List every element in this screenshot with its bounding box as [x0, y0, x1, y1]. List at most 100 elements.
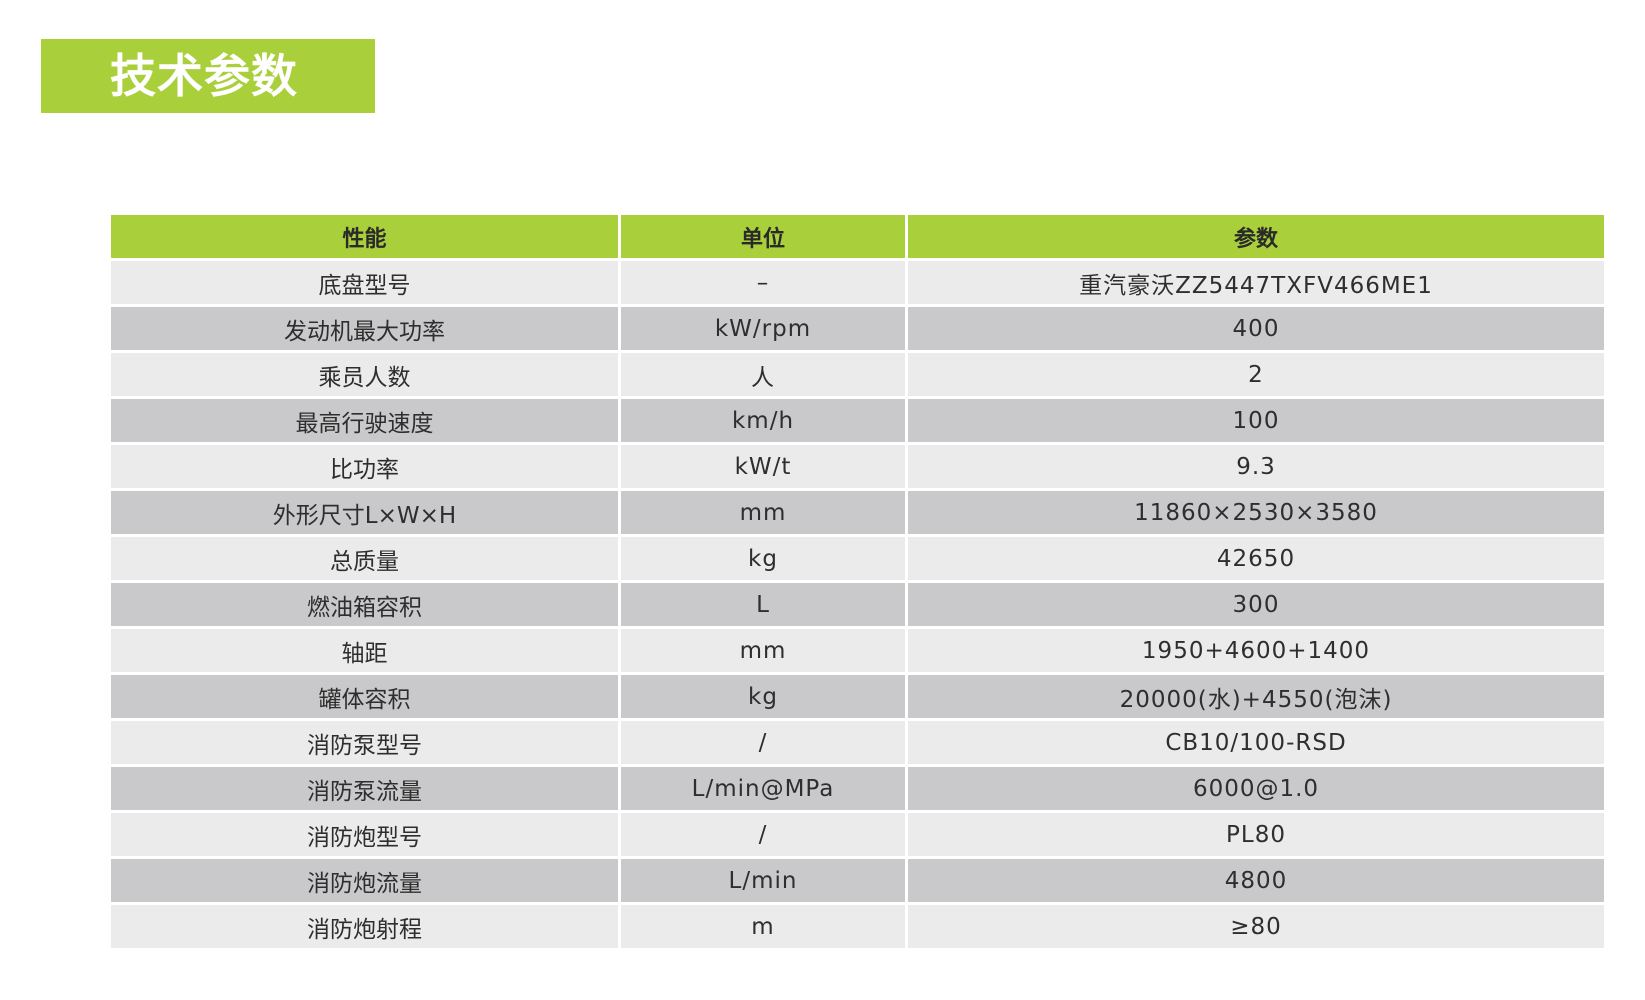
cell-unit: mm — [621, 629, 905, 672]
cell-text: 总质量 — [330, 548, 399, 575]
cell-text: 42650 — [1216, 545, 1296, 572]
cell-text: 20000(水)+4550(泡沫) — [1119, 686, 1393, 713]
cell-text: PL80 — [1226, 821, 1286, 848]
header-parameter: 参数 — [908, 215, 1604, 258]
cell-parameter: 1950+4600+1400 — [908, 629, 1604, 672]
section-title-banner: 技术参数 — [41, 39, 375, 113]
table-header-row: 性能 单位 参数 — [111, 215, 1604, 258]
table-row: 总质量 kg 42650 — [111, 537, 1604, 580]
table-row: 最高行驶速度 km/h 100 — [111, 399, 1604, 442]
cell-text: 比功率 — [330, 456, 399, 483]
table-row: 消防炮射程 m ≥80 — [111, 905, 1604, 948]
table-row: 消防泵型号 / CB10/100-RSD — [111, 721, 1604, 764]
cell-performance: 消防泵流量 — [111, 767, 618, 810]
cell-unit: mm — [621, 491, 905, 534]
cell-text: 9.3 — [1236, 453, 1276, 480]
cell-unit: / — [621, 813, 905, 856]
cell-text: mm — [739, 637, 787, 664]
cell-unit: L/min@MPa — [621, 767, 905, 810]
table-row: 底盘型号 – 重汽豪沃ZZ5447TXFV466ME1 — [111, 261, 1604, 304]
cell-performance: 发动机最大功率 — [111, 307, 618, 350]
cell-text: 11860×2530×3580 — [1134, 499, 1378, 526]
cell-text: / — [758, 729, 768, 756]
cell-text: 300 — [1232, 591, 1280, 618]
cell-parameter: 11860×2530×3580 — [908, 491, 1604, 534]
cell-unit: kg — [621, 537, 905, 580]
cell-parameter: 100 — [908, 399, 1604, 442]
table-row: 燃油箱容积 L 300 — [111, 583, 1604, 626]
cell-text: 底盘型号 — [318, 272, 411, 299]
cell-text: 发动机最大功率 — [284, 318, 445, 345]
section-title: 技术参数 — [110, 49, 298, 103]
cell-parameter: 42650 — [908, 537, 1604, 580]
cell-parameter: 20000(水)+4550(泡沫) — [908, 675, 1604, 718]
cell-text: 最高行驶速度 — [295, 410, 434, 437]
cell-unit: kg — [621, 675, 905, 718]
cell-unit: kW/rpm — [621, 307, 905, 350]
cell-performance: 乘员人数 — [111, 353, 618, 396]
cell-text: 消防泵流量 — [307, 778, 422, 805]
cell-unit: km/h — [621, 399, 905, 442]
cell-text: L/min — [728, 867, 798, 894]
cell-unit: kW/t — [621, 445, 905, 488]
cell-unit: / — [621, 721, 905, 764]
cell-parameter: 6000@1.0 — [908, 767, 1604, 810]
cell-text: 消防炮射程 — [307, 916, 422, 943]
cell-performance: 消防炮射程 — [111, 905, 618, 948]
cell-unit: L — [621, 583, 905, 626]
cell-text: 罐体容积 — [318, 686, 411, 713]
cell-parameter: 2 — [908, 353, 1604, 396]
cell-text: ≥80 — [1230, 913, 1282, 940]
table-row: 消防泵流量 L/min@MPa 6000@1.0 — [111, 767, 1604, 810]
cell-text: km/h — [731, 407, 795, 434]
cell-text: 外形尺寸L×W×H — [272, 502, 457, 529]
cell-text: / — [758, 821, 768, 848]
cell-text: L/min@MPa — [691, 775, 835, 802]
cell-text: 4800 — [1224, 867, 1288, 894]
table-row: 罐体容积 kg 20000(水)+4550(泡沫) — [111, 675, 1604, 718]
cell-parameter: 重汽豪沃ZZ5447TXFV466ME1 — [908, 261, 1604, 304]
cell-performance: 燃油箱容积 — [111, 583, 618, 626]
cell-performance: 罐体容积 — [111, 675, 618, 718]
cell-performance: 消防泵型号 — [111, 721, 618, 764]
cell-text: mm — [739, 499, 787, 526]
cell-performance: 总质量 — [111, 537, 618, 580]
cell-text: m — [751, 913, 775, 940]
table-row: 比功率 kW/t 9.3 — [111, 445, 1604, 488]
cell-unit: m — [621, 905, 905, 948]
cell-text: 2 — [1248, 361, 1264, 388]
cell-parameter: PL80 — [908, 813, 1604, 856]
cell-performance: 最高行驶速度 — [111, 399, 618, 442]
cell-text: 重汽豪沃ZZ5447TXFV466ME1 — [1079, 272, 1433, 299]
table-row: 消防炮型号 / PL80 — [111, 813, 1604, 856]
cell-text: CB10/100-RSD — [1165, 729, 1347, 756]
cell-text: kg — [748, 683, 778, 710]
table-row: 消防炮流量 L/min 4800 — [111, 859, 1604, 902]
cell-performance: 消防炮流量 — [111, 859, 618, 902]
header-performance: 性能 — [111, 215, 618, 258]
cell-text: 消防泵型号 — [307, 732, 422, 759]
spec-table: 性能 单位 参数 底盘型号 – 重汽豪沃ZZ5447TXFV466ME1 发动机最大功… — [111, 215, 1604, 951]
cell-unit: L/min — [621, 859, 905, 902]
table-row: 外形尺寸L×W×H mm 11860×2530×3580 — [111, 491, 1604, 534]
cell-text: 400 — [1232, 315, 1280, 342]
cell-parameter: CB10/100-RSD — [908, 721, 1604, 764]
cell-text: 消防炮流量 — [307, 870, 422, 897]
cell-performance: 比功率 — [111, 445, 618, 488]
cell-text: 轴距 — [341, 640, 388, 667]
cell-performance: 外形尺寸L×W×H — [111, 491, 618, 534]
cell-text: L — [756, 591, 770, 618]
cell-performance: 轴距 — [111, 629, 618, 672]
cell-performance: 底盘型号 — [111, 261, 618, 304]
cell-text: kW/rpm — [714, 315, 812, 342]
cell-text: kg — [748, 545, 778, 572]
cell-text: – — [756, 269, 770, 296]
cell-parameter: ≥80 — [908, 905, 1604, 948]
table-row: 轴距 mm 1950+4600+1400 — [111, 629, 1604, 672]
table-row: 发动机最大功率 kW/rpm 400 — [111, 307, 1604, 350]
cell-text: 1950+4600+1400 — [1141, 637, 1371, 664]
cell-text: 乘员人数 — [318, 364, 411, 391]
cell-text: 人 — [751, 364, 775, 391]
cell-text: 100 — [1232, 407, 1280, 434]
cell-text: 6000@1.0 — [1192, 775, 1320, 802]
